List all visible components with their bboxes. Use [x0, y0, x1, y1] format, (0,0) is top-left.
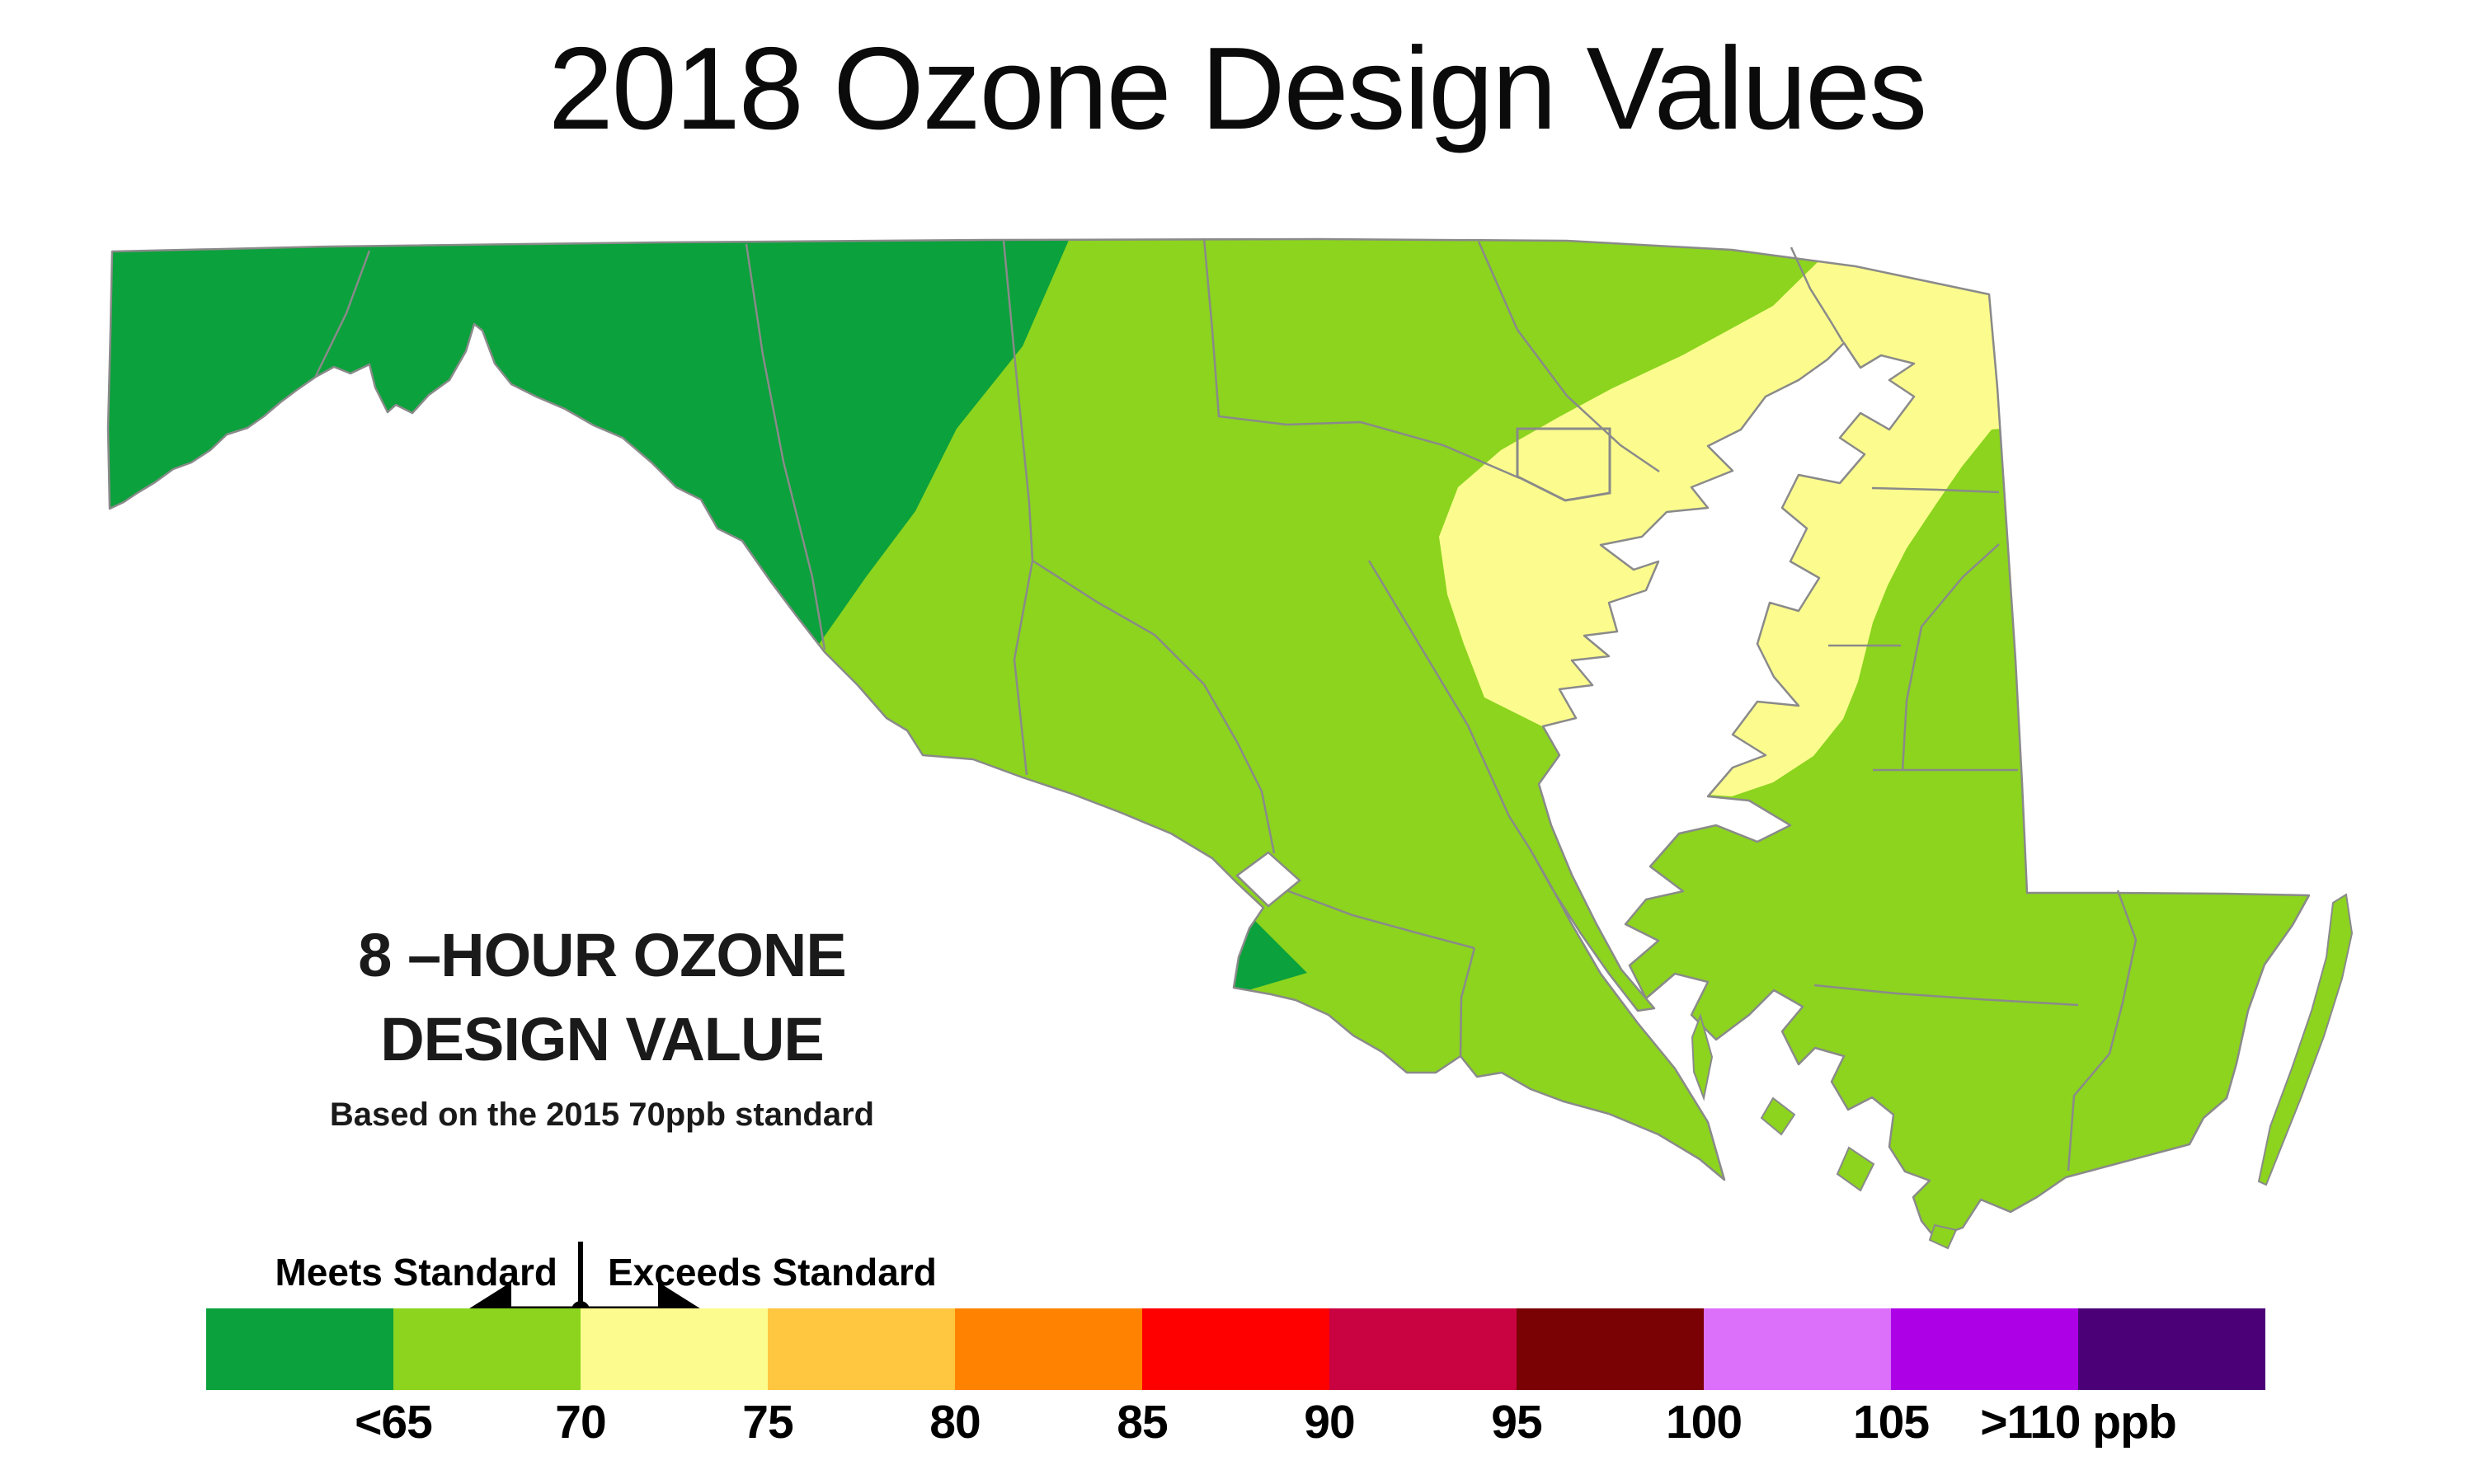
scale-tick--110-ppb: >110 ppb	[1980, 1396, 2177, 1449]
scale-swatch-10	[2078, 1308, 2265, 1390]
scale-tick-75: 75	[742, 1396, 793, 1449]
caption-line-3: Based on the 2015 70ppb standard	[329, 1097, 875, 1133]
scale-swatch-9	[1891, 1308, 2078, 1390]
caption-line-2: DESIGN VALUE	[380, 1005, 825, 1073]
scale-swatch-7	[1517, 1308, 1704, 1390]
page-title: 2018 Ozone Design Values	[548, 23, 1927, 154]
scale-tick-105: 105	[1852, 1396, 1930, 1449]
scale-swatch-5	[1142, 1308, 1329, 1390]
scale-tick-100: 100	[1665, 1396, 1743, 1449]
scale-swatch-8	[1704, 1308, 1891, 1390]
scale-tick--65: <65	[355, 1396, 433, 1449]
caption-line-1: 8 –HOUR OZONE	[358, 921, 846, 989]
scale-tick-95: 95	[1491, 1396, 1542, 1449]
map-caption: 8 –HOUR OZONE DESIGN VALUE Based on the …	[272, 925, 932, 1134]
scale-swatch-6	[1329, 1308, 1517, 1390]
scale-swatch-0	[206, 1308, 393, 1390]
scale-swatch-2	[581, 1308, 768, 1390]
scale-swatch-4	[955, 1308, 1142, 1390]
scale-tick-90: 90	[1304, 1396, 1355, 1449]
county-boundaries	[314, 237, 2138, 1172]
scale-swatch-3	[768, 1308, 955, 1390]
scale-tick-80: 80	[929, 1396, 981, 1449]
scale-tick-85: 85	[1117, 1396, 1168, 1449]
scale-tick-70: 70	[555, 1396, 606, 1449]
barrier-and-bay-islands	[1691, 893, 2354, 1250]
ozone-color-scale	[206, 1308, 2265, 1390]
washington-dc-notch	[1235, 851, 1301, 908]
scale-swatch-1	[393, 1308, 581, 1390]
baltimore-city-boundary	[1516, 427, 1611, 502]
state-outline	[106, 237, 2311, 1239]
ozone-scale-labels: <65 70 75 80 85 90 95 100 105 >110 ppb	[0, 1395, 2474, 1453]
